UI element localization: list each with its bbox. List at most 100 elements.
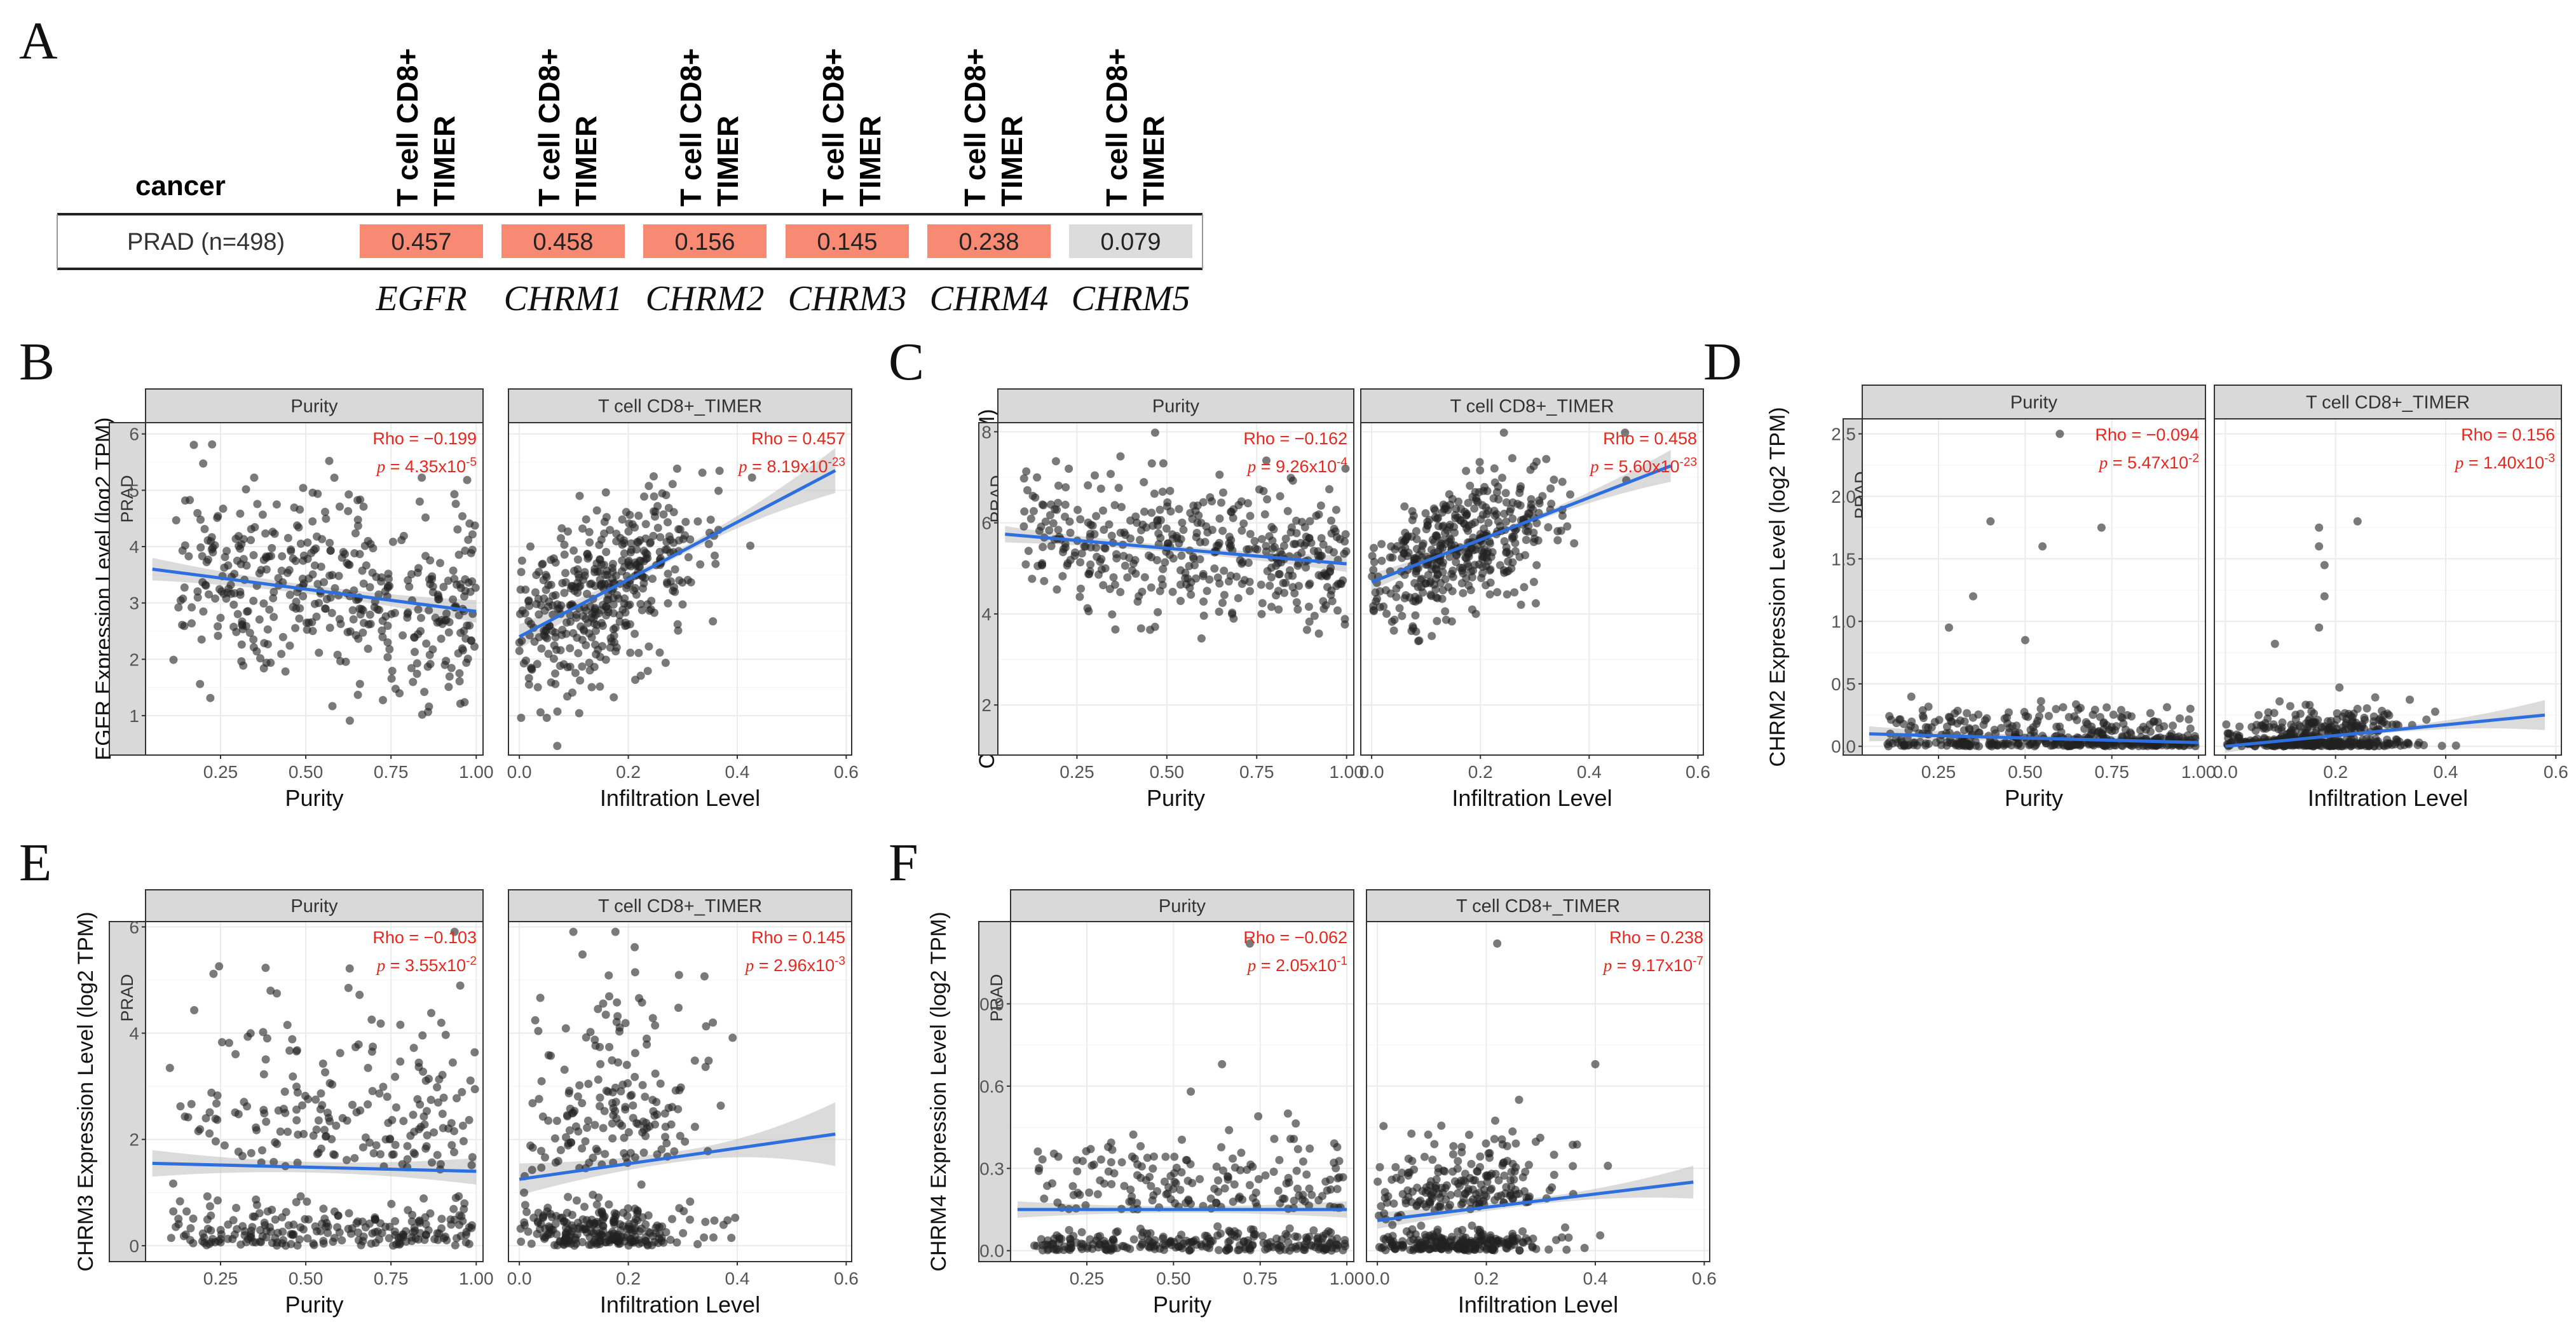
data-point [524, 597, 533, 606]
data-point [407, 570, 416, 578]
data-point [255, 1209, 264, 1218]
regression-line [152, 1161, 477, 1173]
data-point [414, 605, 423, 614]
data-point [437, 634, 446, 643]
data-point [557, 524, 566, 533]
data-point [1128, 1152, 1136, 1161]
data-point [396, 1057, 405, 1066]
data-point [2089, 711, 2097, 719]
data-point [255, 569, 264, 578]
data-point [651, 507, 660, 516]
data-point [673, 620, 682, 629]
data-point [1237, 580, 1246, 589]
data-point [451, 1241, 460, 1250]
data-point [1220, 566, 1229, 575]
data-point [1480, 482, 1489, 491]
data-point [250, 474, 259, 482]
data-point [1408, 515, 1417, 524]
data-point [556, 1213, 565, 1222]
data-point [261, 964, 270, 972]
data-point [1462, 510, 1471, 519]
data-point [1482, 1244, 1491, 1253]
data-point [630, 968, 639, 977]
data-point [304, 1094, 313, 1103]
data-point [571, 1122, 580, 1131]
data-point [169, 655, 178, 664]
data-point [1450, 528, 1459, 537]
data-point [179, 1232, 188, 1241]
data-point [648, 1241, 657, 1250]
y-tick-label: 2 [129, 650, 139, 669]
p-value-text: = 5.47x10 [2108, 453, 2188, 472]
data-point [1147, 459, 1156, 468]
rho-annotation: Rho = −0.103 [372, 928, 477, 947]
data-point [533, 683, 542, 692]
data-point [1457, 1148, 1466, 1157]
data-point [1508, 558, 1517, 567]
data-point [1522, 536, 1530, 544]
data-point [299, 484, 308, 493]
data-point [2278, 718, 2287, 727]
p-symbol: p [1246, 457, 1257, 476]
data-point [1321, 1177, 1330, 1186]
p-value-text: = 9.17x10 [1612, 956, 1693, 975]
data-point [369, 544, 378, 553]
data-point [249, 596, 258, 605]
data-point [2070, 712, 2079, 721]
data-point [1488, 1237, 1497, 1246]
data-point [265, 605, 274, 614]
data-point [650, 492, 658, 501]
data-point [1253, 545, 1262, 554]
data-point [1469, 533, 1478, 542]
p-symbol: p [376, 457, 386, 476]
col-header-line2: TIMER [569, 116, 603, 207]
data-point [585, 1158, 594, 1167]
data-point [581, 1137, 590, 1146]
data-point [292, 1105, 301, 1114]
data-point [2277, 726, 2286, 735]
data-point [1291, 1119, 1300, 1128]
p-value-annotation: p = 1.40x10-3 [2454, 452, 2555, 473]
data-point [1138, 587, 1147, 596]
data-point [1084, 569, 1093, 578]
data-point [330, 1234, 339, 1243]
data-point [269, 594, 278, 603]
data-point [1309, 1226, 1318, 1235]
data-point [562, 629, 571, 638]
data-point [1075, 592, 1084, 601]
data-point [220, 1141, 229, 1150]
data-point [662, 1139, 671, 1148]
data-point [681, 531, 689, 540]
data-point [193, 593, 202, 602]
data-point [535, 1094, 543, 1103]
data-point [582, 515, 590, 524]
data-point [1224, 577, 1233, 586]
data-point [379, 696, 387, 704]
data-point [351, 529, 360, 538]
data-point [1448, 573, 1457, 582]
data-point [2222, 720, 2231, 729]
data-point-outlier [1986, 517, 1995, 526]
data-point [200, 1238, 209, 1247]
y-tick-label: 3 [129, 594, 139, 613]
data-point [684, 553, 693, 562]
x-tick-label: 1.00 [459, 1269, 494, 1288]
data-point [520, 1218, 529, 1227]
data-point [1454, 497, 1463, 506]
data-point [1210, 564, 1219, 573]
data-point [1073, 1189, 1082, 1197]
p-value-annotation: p = 2.05x10-1 [1246, 955, 1347, 976]
x-tick-label: 0.4 [2434, 762, 2458, 782]
data-point [187, 603, 196, 612]
data-point [1147, 553, 1155, 562]
data-point [1314, 1245, 1323, 1254]
data-point [384, 1119, 393, 1128]
regression-line [1377, 1180, 1694, 1222]
data-point [247, 525, 256, 533]
data-point [1498, 1161, 1507, 1170]
data-point [368, 1087, 377, 1096]
data-point [1459, 1198, 1467, 1207]
data-point [1448, 1167, 1457, 1176]
data-point [318, 535, 327, 543]
